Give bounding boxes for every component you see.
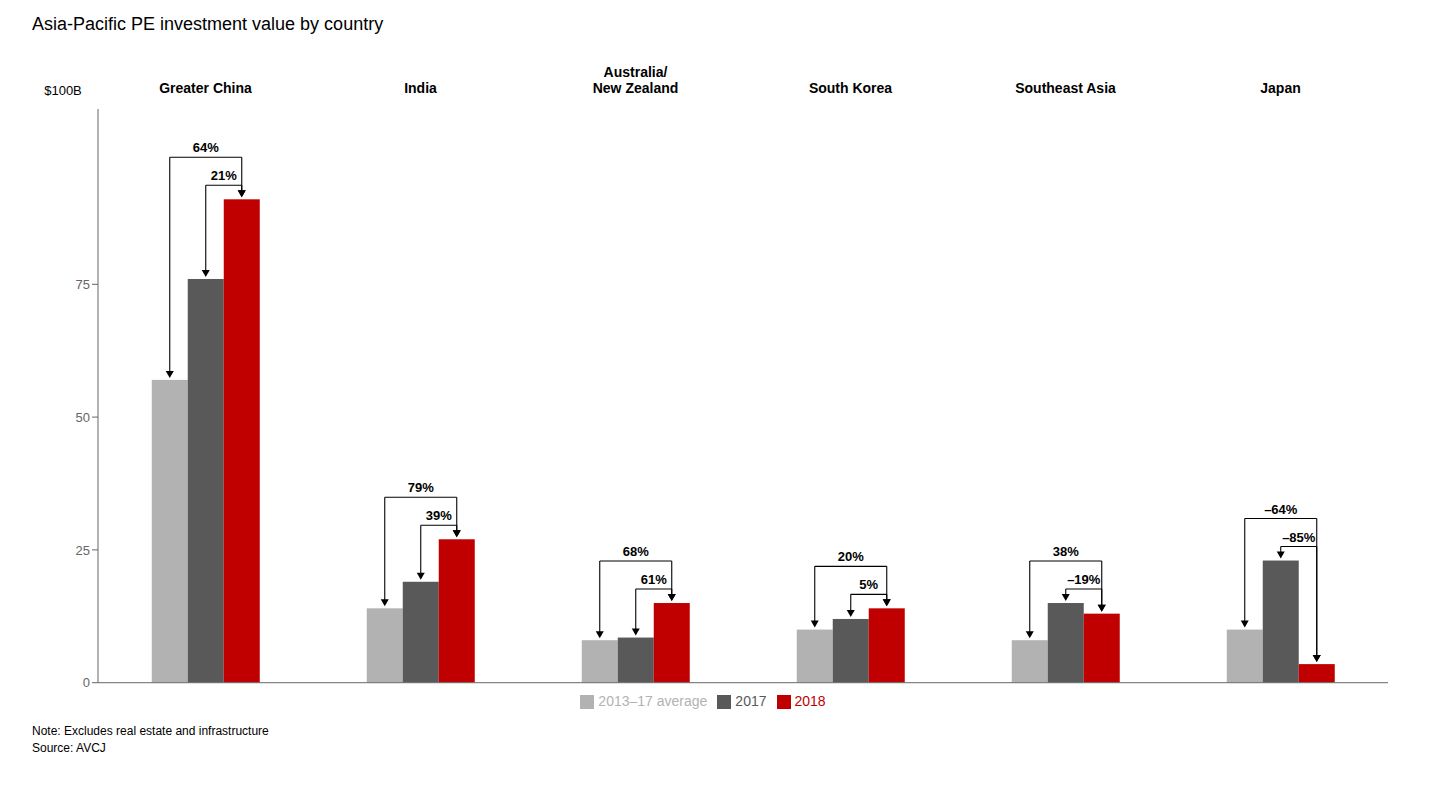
html-text:2018: 2018	[794, 692, 826, 709]
svg-text:South Korea: South Korea	[809, 80, 892, 96]
svg-text:Australia/: Australia/	[604, 64, 668, 80]
svg-text:New Zealand: New Zealand	[593, 80, 679, 96]
svg-text:–85%: –85%	[1282, 530, 1316, 545]
html-text:2017: 2017	[735, 692, 767, 709]
svg-text:Greater China: Greater China	[159, 80, 252, 96]
svg-text:5%: 5%	[859, 577, 878, 592]
html-text:Source: AVCJ: Source: AVCJ	[32, 741, 106, 755]
html-text:Note: Excludes real estate and: Note: Excludes real estate and infrastru…	[32, 724, 269, 738]
svg-text:–64%: –64%	[1264, 502, 1298, 517]
svg-text:0: 0	[83, 675, 90, 690]
html-text:2013–17 average: 2013–17 average	[598, 692, 708, 709]
svg-text:21%: 21%	[211, 168, 237, 183]
svg-text:$100B: $100B	[44, 83, 82, 98]
html-text:Asia-Pacific PE investment val: Asia-Pacific PE investment value by coun…	[32, 14, 384, 34]
svg-text:25: 25	[76, 543, 90, 558]
svg-text:68%: 68%	[623, 544, 649, 559]
svg-text:Southeast Asia: Southeast Asia	[1015, 80, 1116, 96]
svg-text:64%: 64%	[193, 140, 219, 155]
svg-text:India: India	[404, 80, 437, 96]
svg-text:–19%: –19%	[1067, 572, 1101, 587]
svg-text:Japan: Japan	[1260, 80, 1300, 96]
svg-text:39%: 39%	[426, 508, 452, 523]
svg-text:20%: 20%	[838, 549, 864, 564]
svg-text:61%: 61%	[641, 572, 667, 587]
svg-text:79%: 79%	[408, 480, 434, 495]
svg-text:38%: 38%	[1053, 544, 1079, 559]
svg-text:75: 75	[76, 277, 90, 292]
svg-text:50: 50	[76, 410, 90, 425]
